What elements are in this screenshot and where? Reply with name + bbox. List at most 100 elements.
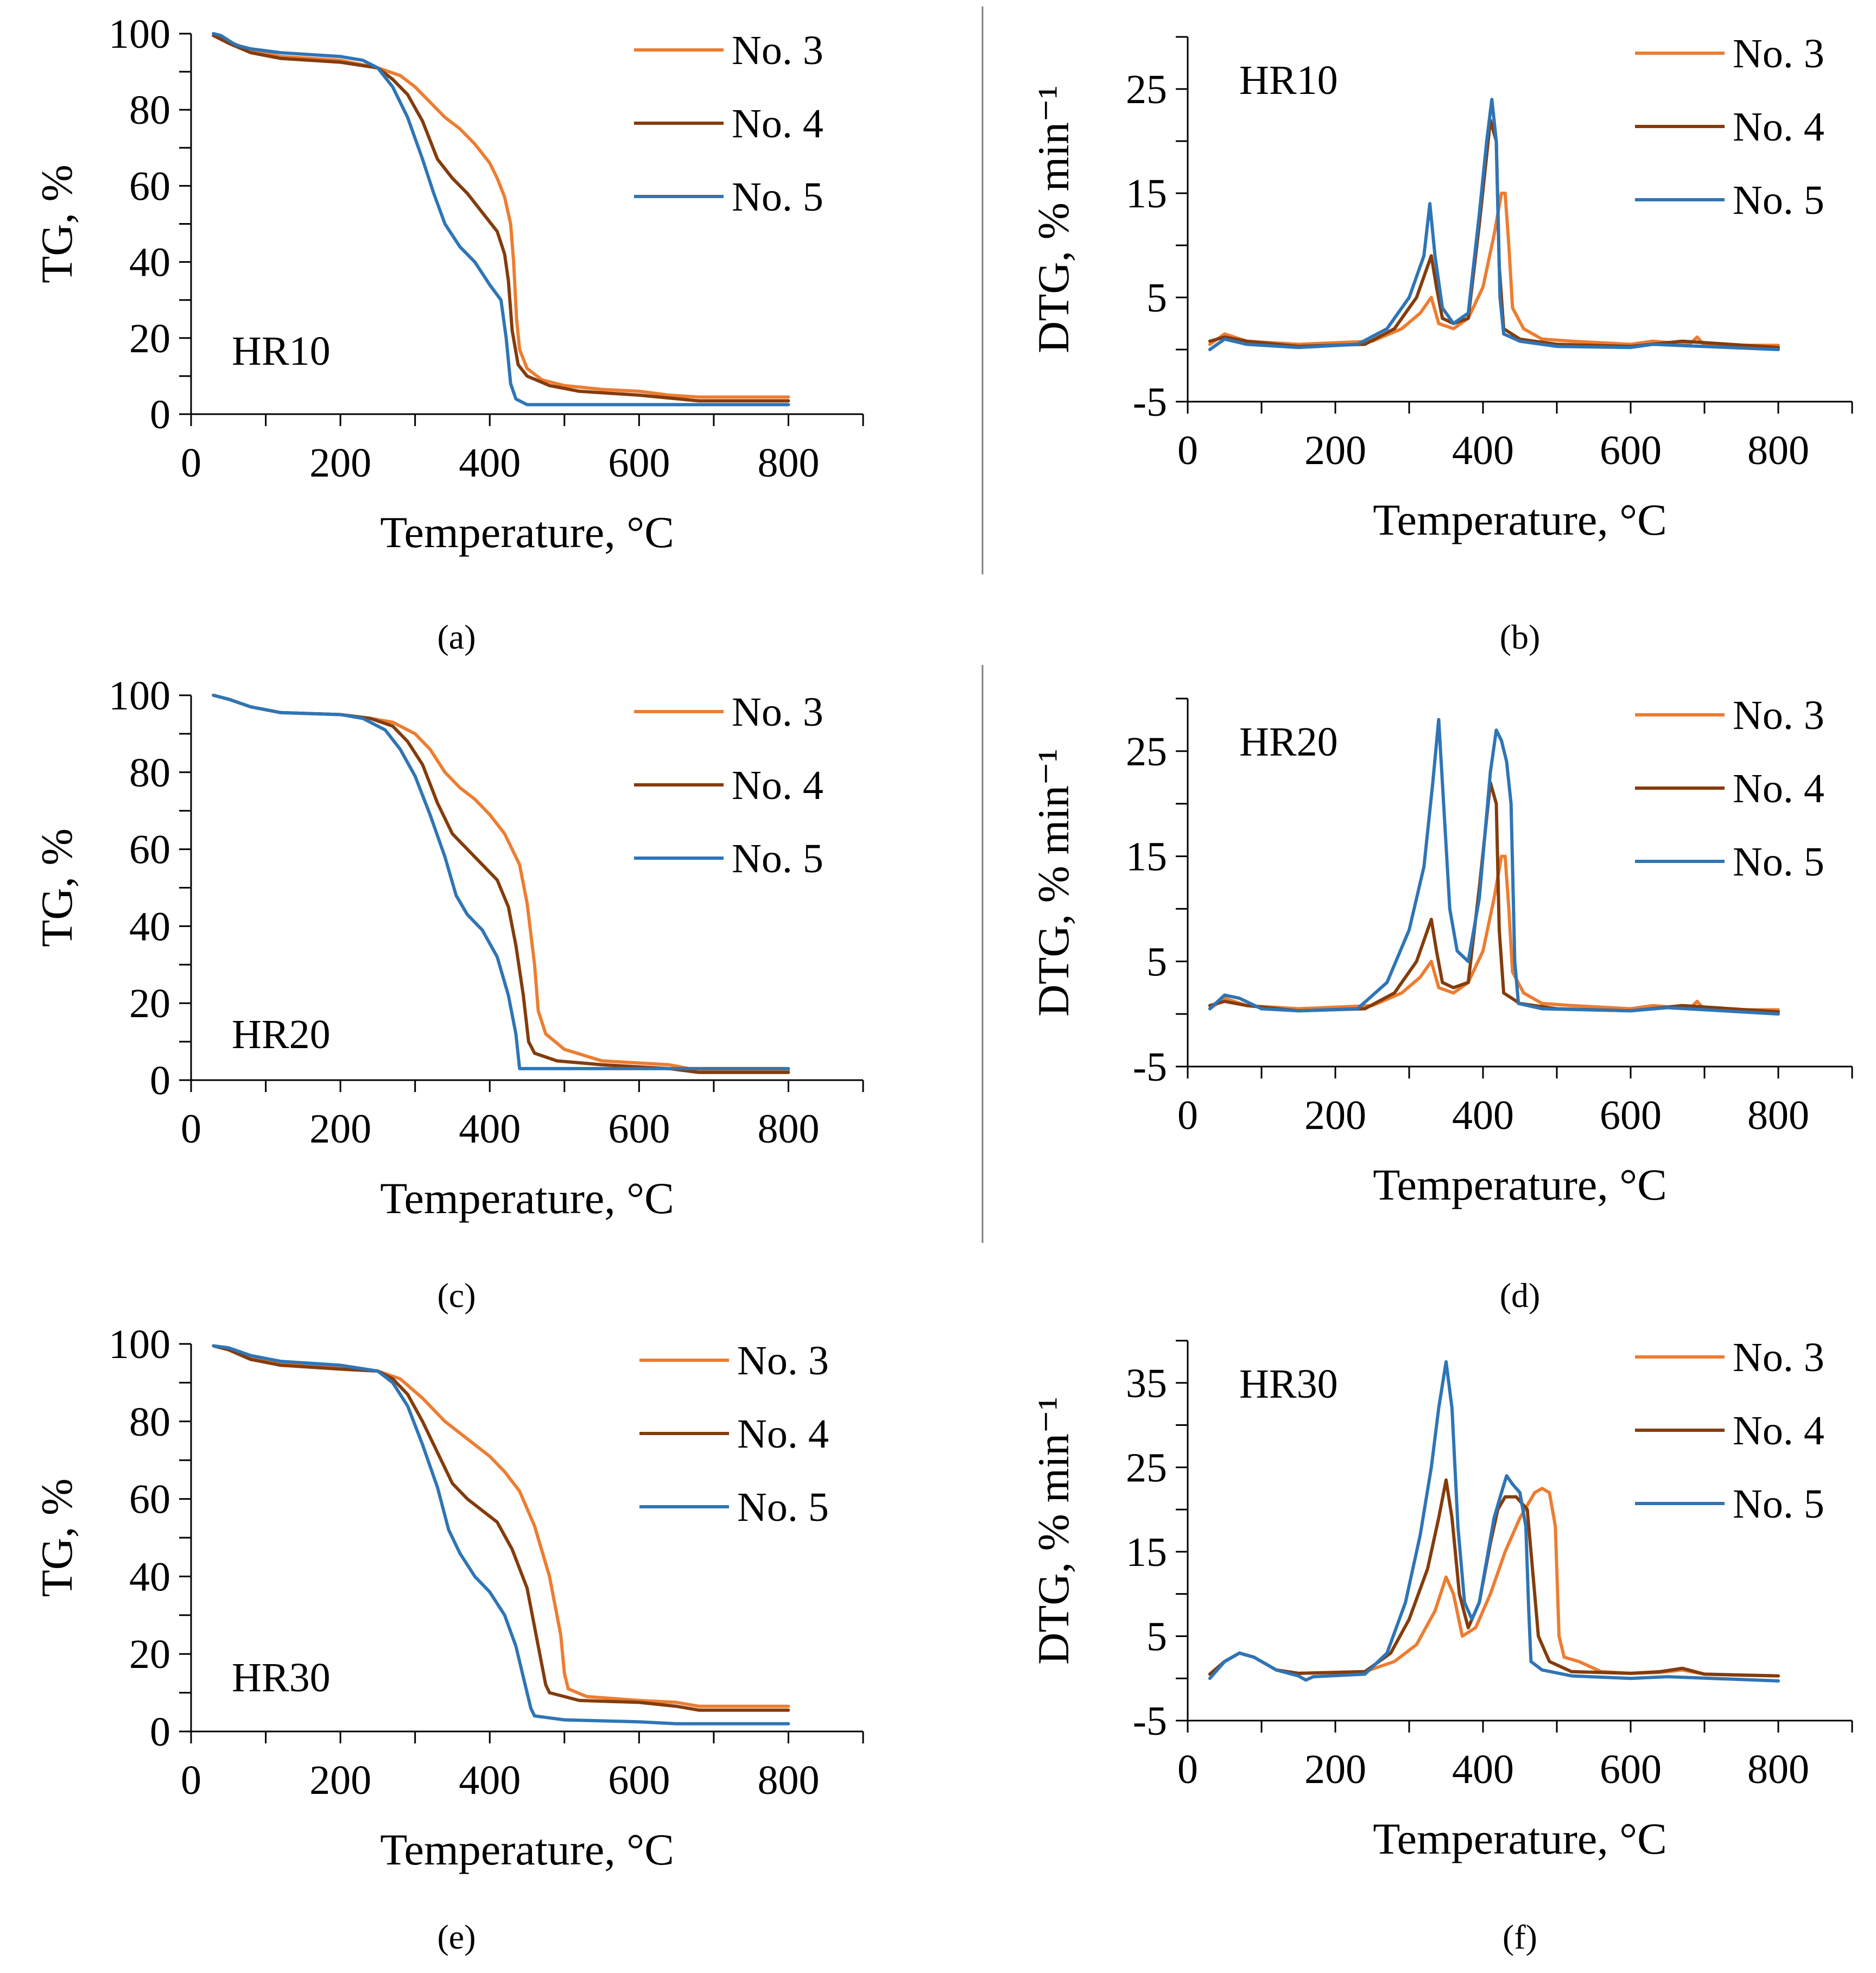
series-line-no-3: [1208, 192, 1780, 347]
x-tick-label: 800: [757, 440, 819, 486]
panel-caption: (b): [1500, 618, 1541, 656]
x-tick-label: 0: [1177, 1093, 1198, 1138]
legend-label: No. 3: [737, 1338, 829, 1384]
y-tick-label: 20: [129, 1632, 170, 1677]
y-tick-label: 15: [1126, 171, 1167, 217]
y-tick-label: 40: [129, 1554, 170, 1600]
y-tick-label: 5: [1146, 1614, 1167, 1659]
legend-label: No. 4: [1733, 104, 1824, 150]
x-axis-title: Temperature, °C: [1373, 1160, 1667, 1209]
x-tick-label: 800: [1747, 1093, 1809, 1138]
x-axis-title: Temperature, °C: [1373, 495, 1667, 544]
y-tick-label: 20: [129, 316, 170, 361]
x-tick-label: 200: [309, 1758, 371, 1803]
y-tick-label: 40: [129, 904, 170, 949]
series-line-no-5: [212, 32, 790, 407]
x-tick-label: 400: [459, 1106, 521, 1152]
legend-label: No. 4: [737, 1411, 829, 1457]
legend-label: No. 4: [1733, 1408, 1824, 1454]
y-tick-label: 80: [129, 750, 170, 796]
panel-label: HR10: [1239, 58, 1338, 103]
series-line-no-4: [1208, 1478, 1780, 1678]
x-axis-title: Temperature, °C: [380, 1825, 674, 1874]
x-tick-label: 200: [309, 1106, 371, 1152]
x-tick-label: 600: [608, 1106, 670, 1152]
x-tick-label: 800: [1747, 1747, 1809, 1792]
x-axis-title: Temperature, °C: [380, 1173, 674, 1223]
y-tick-label: 60: [129, 1477, 170, 1522]
series-line-no-5: [1208, 98, 1780, 351]
panel-caption: (e): [437, 1918, 476, 1956]
x-tick-label: 0: [1177, 1747, 1198, 1792]
legend-label: No. 5: [732, 836, 823, 881]
series-line-no-3: [212, 1344, 790, 1708]
x-tick-label: 800: [1747, 428, 1809, 473]
x-tick-label: 400: [459, 440, 521, 486]
panel-caption: (c): [437, 1276, 476, 1315]
panel-label: HR30: [232, 1655, 331, 1701]
legend-label: No. 4: [1733, 766, 1824, 811]
y-tick-label: 25: [1126, 1445, 1167, 1490]
y-axis-title: TG, %: [32, 1479, 81, 1597]
y-tick-label: 0: [150, 1709, 170, 1755]
y-tick-label: 25: [1126, 729, 1167, 775]
y-tick-label: 40: [129, 240, 170, 286]
legend-label: No. 3: [732, 28, 823, 73]
series-line-no-5: [1208, 718, 1780, 1016]
y-tick-label: 100: [109, 11, 170, 57]
series-line-no-4: [212, 1344, 790, 1712]
x-axis-title: Temperature, °C: [1373, 1814, 1667, 1863]
series-line-no-3: [1208, 854, 1780, 1012]
y-tick-label: 80: [129, 1399, 170, 1445]
y-tick-label: 100: [109, 1322, 170, 1367]
legend-label: No. 3: [1733, 1335, 1824, 1380]
panel-label: HR20: [232, 1012, 331, 1057]
x-tick-label: 0: [181, 440, 201, 486]
series-line-no-5: [1208, 1360, 1780, 1683]
x-tick-label: 0: [1177, 428, 1198, 473]
x-tick-label: 0: [181, 1758, 201, 1803]
legend-label: No. 5: [737, 1484, 829, 1530]
y-tick-label: 80: [129, 87, 170, 133]
panel-caption: (d): [1500, 1276, 1541, 1315]
y-tick-label: 5: [1146, 939, 1167, 985]
x-tick-label: 400: [1452, 428, 1514, 473]
y-axis-title: TG, %: [32, 164, 81, 283]
y-tick-label: -5: [1133, 379, 1167, 425]
x-tick-label: 200: [1304, 1093, 1366, 1138]
series-line-no-5: [212, 694, 790, 1070]
y-tick-label: 5: [1146, 275, 1167, 321]
x-tick-label: 200: [309, 440, 371, 486]
panel-label: HR20: [1239, 719, 1338, 765]
x-tick-label: 600: [1600, 1093, 1662, 1138]
x-tick-label: 600: [1600, 428, 1662, 473]
panel-caption: (f): [1503, 1918, 1537, 1956]
x-tick-label: 200: [1304, 428, 1366, 473]
x-tick-label: 600: [1600, 1747, 1662, 1792]
legend-label: No. 5: [1733, 839, 1824, 885]
y-axis-title: DTG, % min⁻¹: [1029, 85, 1078, 353]
panel-label: HR30: [1239, 1361, 1338, 1407]
y-tick-label: 20: [129, 981, 170, 1026]
x-tick-label: 600: [608, 1758, 670, 1803]
y-tick-label: 60: [129, 163, 170, 209]
y-tick-label: 100: [109, 673, 170, 719]
y-tick-label: 25: [1126, 67, 1167, 112]
x-tick-label: 400: [1452, 1747, 1514, 1792]
x-tick-label: 200: [1304, 1747, 1366, 1792]
y-tick-label: 0: [150, 1058, 170, 1103]
y-axis-title: TG, %: [32, 828, 81, 947]
legend-label: No. 4: [732, 763, 823, 808]
y-tick-label: 15: [1126, 834, 1167, 880]
legend-label: No. 5: [732, 174, 823, 220]
y-tick-label: 60: [129, 827, 170, 873]
y-tick-label: 0: [150, 392, 170, 437]
x-tick-label: 600: [608, 440, 670, 486]
x-tick-label: 800: [757, 1106, 819, 1152]
y-axis-title: DTG, % min⁻¹: [1029, 1397, 1078, 1665]
y-tick-label: -5: [1133, 1698, 1167, 1744]
y-axis-title: DTG, % min⁻¹: [1029, 748, 1078, 1017]
legend-label: No. 3: [1733, 31, 1824, 77]
